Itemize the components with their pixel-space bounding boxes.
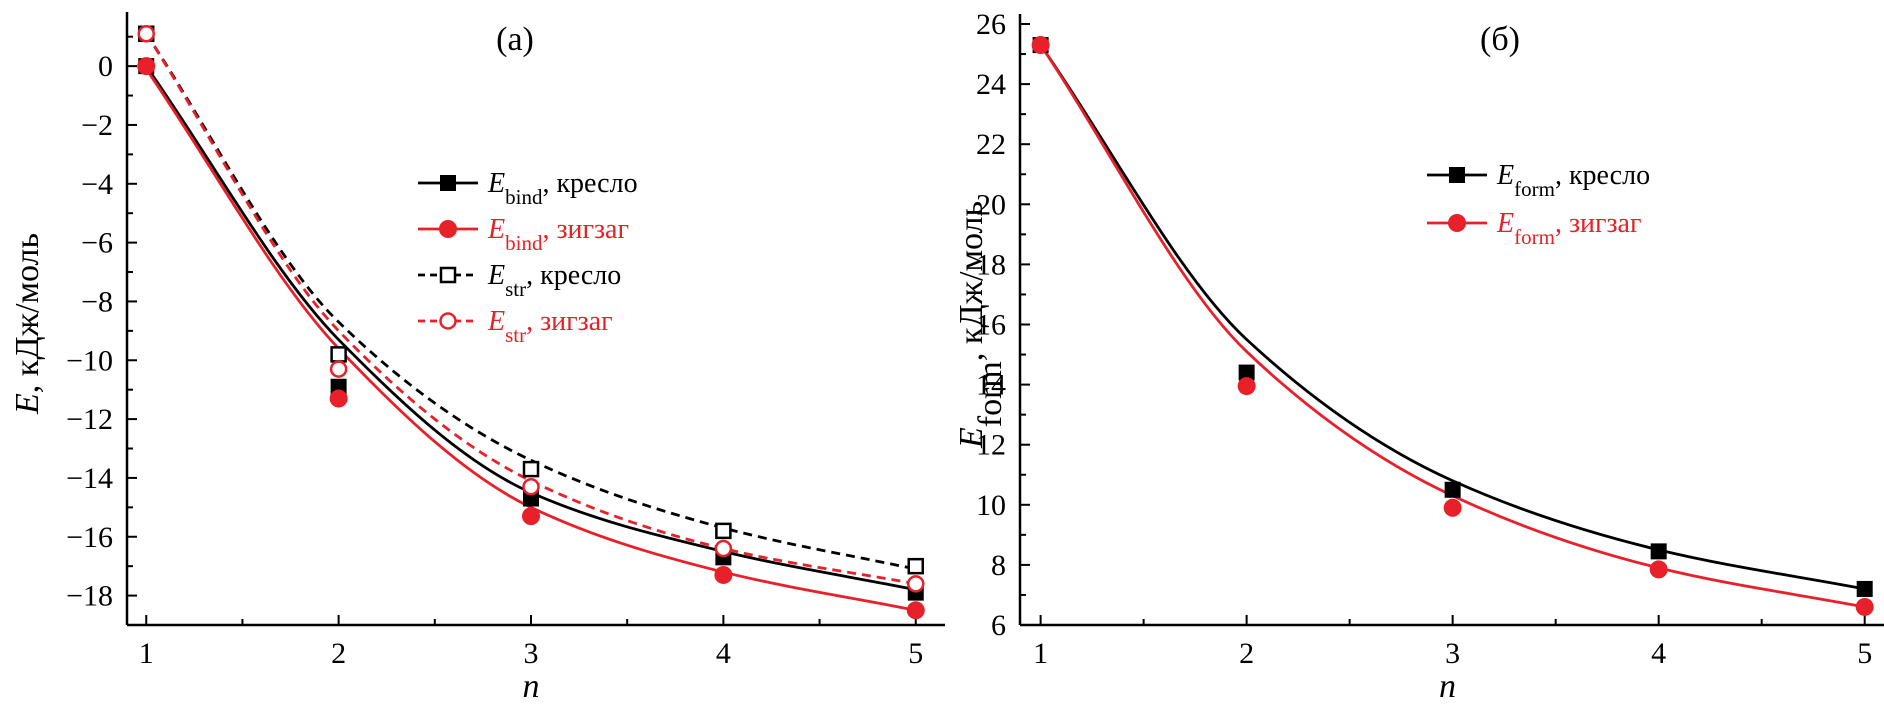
legend-entry: Ebind, кресло: [487, 168, 638, 209]
series-line-3: [145, 32, 917, 571]
y-tick-label: −16: [66, 521, 113, 554]
series-line-1: [145, 65, 917, 592]
x-axis-label: n: [1439, 668, 1456, 705]
y-tick-label: 6: [991, 609, 1006, 642]
x-tick-label: 3: [524, 637, 539, 670]
data-point: [1649, 560, 1668, 579]
data-point: [137, 57, 156, 76]
y-tick-label: 8: [991, 549, 1006, 582]
data-point: [330, 346, 347, 363]
data-point: [1856, 580, 1873, 597]
x-tick-label: 2: [331, 637, 346, 670]
x-tick-label: 3: [1445, 637, 1460, 670]
x-tick-label: 2: [1239, 637, 1254, 670]
y-axis-label: E, кДж/моль: [9, 233, 46, 415]
legend-entry: Estr, зигзаг: [487, 306, 613, 347]
y-tick-label: −4: [81, 168, 113, 201]
data-point: [1031, 36, 1050, 55]
x-tick-label: 4: [716, 637, 731, 670]
y-tick-label: −14: [66, 462, 113, 495]
x-tick-label: 5: [908, 637, 923, 670]
y-tick-label: 0: [98, 50, 113, 83]
data-point: [1650, 543, 1667, 560]
data-point: [714, 565, 733, 584]
y-axis-label: Eform, кДж/моль: [953, 201, 1009, 449]
chart-panel-a: 1 2 3 4 5 0 −2 −4 −6 −8 −10 −12 −14 −16 −18 (а) n E, кДж/…: [9, 12, 945, 705]
y-tick-label: 20: [976, 188, 1006, 221]
data-point: [1237, 377, 1256, 396]
y-tick-label: 22: [976, 128, 1006, 161]
x-axis-label: n: [523, 668, 540, 705]
panel-title: (б): [1480, 21, 1520, 58]
data-point: [906, 601, 925, 620]
y-tick-label: −18: [66, 580, 113, 613]
data-point: [907, 557, 925, 575]
legend-entry: Ebind, зигзаг: [487, 214, 629, 255]
data-point: [522, 507, 540, 526]
y-tick-label: 10: [976, 489, 1006, 522]
legend-entry: Eform, кресло: [1496, 160, 1650, 201]
x-tick-label: 1: [139, 637, 154, 670]
y-tick-label: −8: [81, 285, 113, 318]
data-point: [715, 522, 732, 540]
legend-entry: Eform, зигзаг: [1496, 208, 1641, 249]
series-line-2: [1039, 44, 1865, 609]
data-point: [329, 389, 348, 408]
legend-marker: [440, 175, 456, 191]
legend-marker: [439, 220, 457, 238]
y-tick-label: 18: [976, 248, 1006, 281]
x-tick-label: 4: [1651, 637, 1666, 670]
data-point: [1855, 597, 1874, 616]
data-point: [714, 539, 733, 558]
series-line-2: [145, 68, 917, 612]
y-tick-label: 26: [976, 8, 1006, 41]
legend-marker: [439, 312, 457, 330]
data-point: [329, 360, 348, 378]
x-tick-label: 1: [1033, 637, 1048, 670]
legend-marker: [439, 266, 457, 284]
y-tick-label: −10: [66, 344, 113, 377]
data-point: [137, 25, 155, 43]
legend-marker: [1448, 214, 1466, 232]
data-point: [1443, 498, 1462, 517]
y-tick-label: −12: [66, 403, 113, 436]
data-point: [522, 460, 540, 478]
y-tick-label: −2: [81, 109, 113, 142]
y-tick-label: 12: [976, 429, 1006, 462]
y-tick-label: 16: [976, 309, 1006, 342]
data-point: [1444, 481, 1461, 498]
series-line-1: [1039, 44, 1865, 591]
y-tick-label: 24: [976, 68, 1006, 101]
x-tick-label: 5: [1857, 637, 1872, 670]
data-point: [907, 575, 925, 593]
y-tick-label: −6: [81, 227, 113, 260]
data-point: [1238, 364, 1255, 381]
data-point: [522, 478, 540, 496]
legend-marker: [1449, 167, 1465, 183]
series-line-4: [145, 33, 917, 586]
y-tick-label: 14: [976, 369, 1006, 402]
panel-title: (а): [496, 21, 534, 58]
legend-entry: Estr, кресло: [487, 260, 621, 301]
